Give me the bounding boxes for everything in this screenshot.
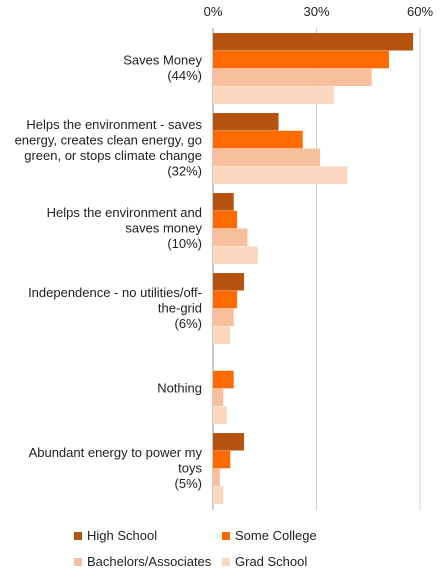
legend-swatch <box>222 532 230 540</box>
bar-6-series-3 <box>213 468 220 487</box>
category-label-line: Helps the environment and <box>47 205 202 220</box>
bar-3-series-4 <box>213 246 258 264</box>
bar-3-series-3 <box>213 228 248 247</box>
x-tick-label: 0% <box>204 4 223 19</box>
category-label-line: Saves Money <box>123 53 202 68</box>
legend: High School Some College Bachelors/Associa… <box>74 528 317 569</box>
bar-4-series-1 <box>213 273 245 291</box>
bar-4-series-3 <box>213 308 234 327</box>
legend-item: Grad School <box>222 554 307 569</box>
x-tick-label: 60% <box>407 4 433 19</box>
bar-1-series-3 <box>213 68 372 87</box>
bar-4-series-2 <box>213 290 238 309</box>
bar-2-series-3 <box>213 148 320 167</box>
legend-label: Some College <box>235 528 317 543</box>
category-label-5: Nothing <box>157 380 202 395</box>
category-label-4: Independence - no utilities/off-the-grid… <box>28 285 202 331</box>
legend-swatch <box>74 532 82 540</box>
bar-6-series-2 <box>213 450 231 469</box>
bar-5-series-4 <box>213 406 227 424</box>
category-label-line: Abundant energy to power my <box>29 445 203 460</box>
category-label-line: green, or stops climate change <box>24 148 202 163</box>
bar-3-series-2 <box>213 210 238 229</box>
bar-1-series-2 <box>213 50 389 69</box>
category-label-line: (5%) <box>175 476 202 491</box>
bars <box>213 33 414 504</box>
category-label-line: energy, creates clean energy, go <box>15 133 202 148</box>
bar-1-series-1 <box>213 33 414 51</box>
bar-6-series-1 <box>213 433 245 451</box>
category-label-1: Saves Money(44%) <box>123 53 202 84</box>
x-tick-label: 30% <box>303 4 329 19</box>
legend-label: High School <box>87 528 157 543</box>
category-label-line: the-grid <box>158 300 202 315</box>
legend-swatch <box>222 558 230 566</box>
bar-2-series-4 <box>213 166 348 184</box>
bar-5-series-2 <box>213 370 234 389</box>
legend-item: High School <box>74 528 157 543</box>
category-label-line: (32%) <box>167 164 202 179</box>
bar-1-series-4 <box>213 86 334 104</box>
legend-swatch <box>74 558 82 566</box>
x-axis-tick-labels: 0% 30% 60% <box>204 4 434 19</box>
category-label-line: Nothing <box>157 380 202 395</box>
category-label-line: toys <box>178 460 202 475</box>
legend-item: Some College <box>222 528 317 543</box>
category-label-line: Helps the environment - saves <box>26 117 202 132</box>
legend-label: Grad School <box>235 554 307 569</box>
category-label-line: (10%) <box>167 236 202 251</box>
grid <box>212 28 421 510</box>
category-label-line: Independence - no utilities/off- <box>28 285 202 300</box>
category-label-line: saves money <box>125 220 202 235</box>
bar-5-series-3 <box>213 388 224 407</box>
legend-item: Bachelors/Associates <box>74 554 212 569</box>
bar-3-series-1 <box>213 193 234 211</box>
bar-4-series-4 <box>213 326 231 344</box>
category-label-line: (44%) <box>167 68 202 83</box>
bar-6-series-4 <box>213 486 224 504</box>
bar-2-series-1 <box>213 113 279 131</box>
bar-2-series-2 <box>213 130 303 149</box>
legend-label: Bachelors/Associates <box>87 554 212 569</box>
category-label-line: (6%) <box>175 316 202 331</box>
category-labels: Saves Money(44%) Helps the environment - … <box>15 53 203 491</box>
